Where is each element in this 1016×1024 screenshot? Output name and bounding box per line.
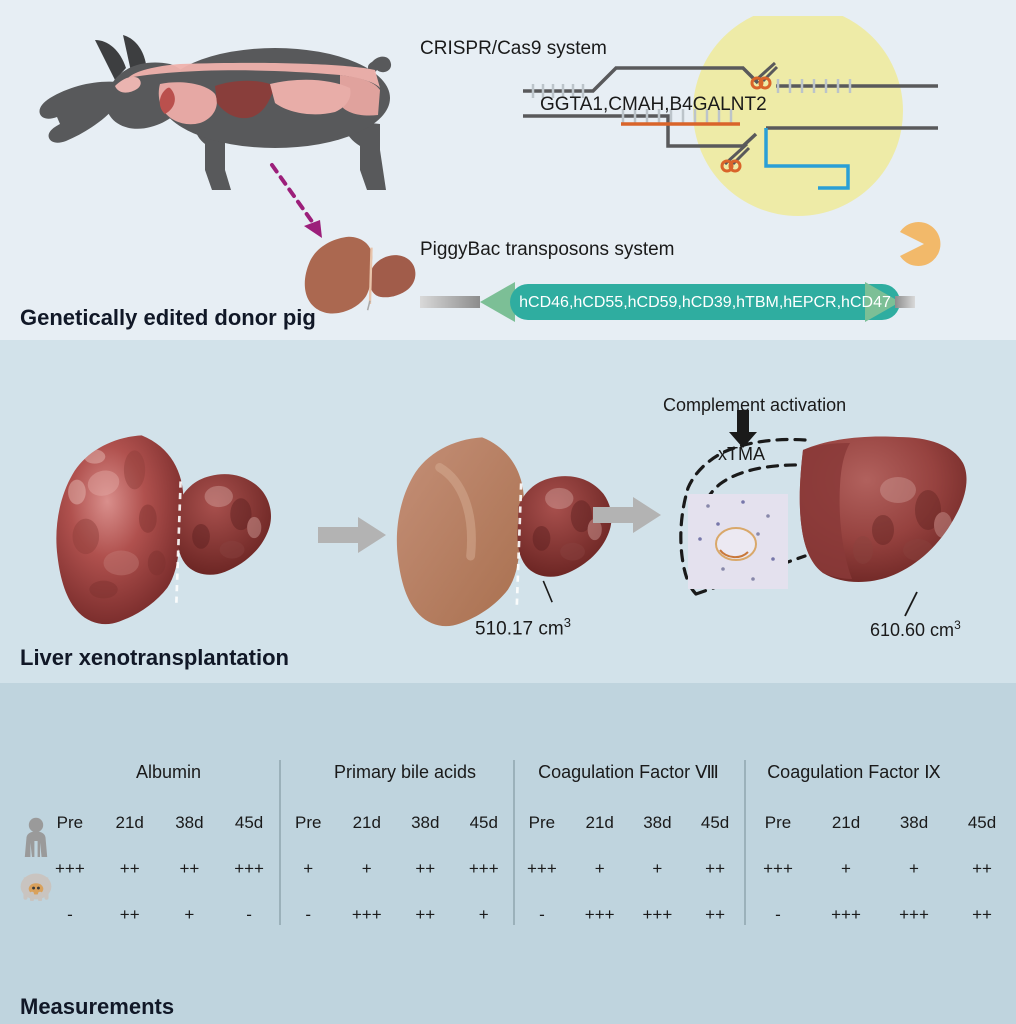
svg-text:hCD46,hCD55,hCD59,hCD39,hTBM,h: hCD46,hCD55,hCD59,hCD39,hTBM,hEPCR,hCD47 — [519, 294, 891, 311]
svg-text:GGTA1,CMAH,B4GALNT2: GGTA1,CMAH,B4GALNT2 — [540, 94, 767, 115]
